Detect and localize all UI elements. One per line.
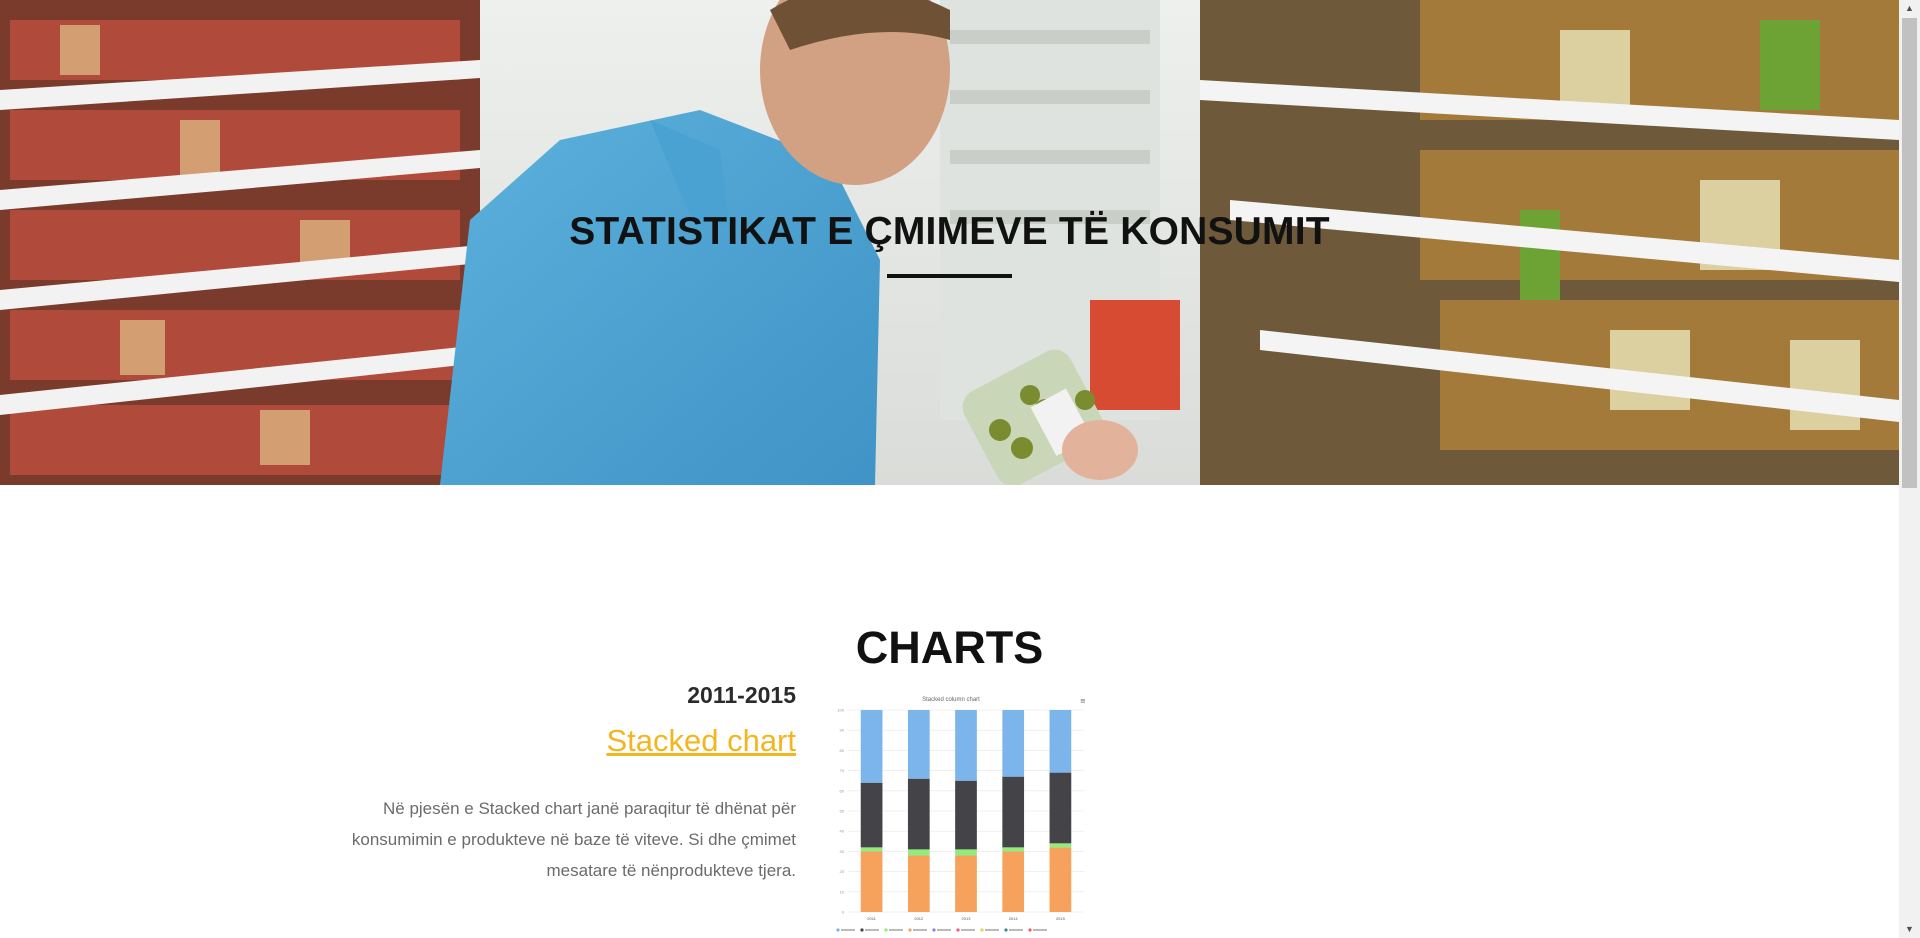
legend-entry-placeholder [913,929,927,931]
scroll-down-arrow-icon[interactable]: ▼ [1905,924,1914,934]
chart-menu-icon: ≡ [1080,697,1086,705]
y-tick-label: 80 [840,748,845,753]
bar-segment-2014-s1 [1002,847,1025,852]
x-tick-label: 2015 [1056,916,1066,921]
hero-title: STATISTIKAT E ÇMIMEVE TË KONSUMIT [569,210,1330,253]
years-label: 2011-2015 [687,682,796,708]
bar-segment-2012-s0 [907,855,930,912]
bar-segment-2012-s2 [907,778,930,850]
y-tick-label: 30 [840,849,845,854]
y-tick-label: 60 [840,788,845,793]
x-tick-label: 2011 [867,916,876,921]
legend-swatch [1004,928,1008,932]
stacked-chart-thumbnail[interactable]: Stacked column chart ≡ 0 10 20 30 40 50 60 70 80 90… [826,690,1092,938]
scroll-up-arrow-icon[interactable]: ▲ [1905,3,1914,13]
bar-segment-2013-s1 [955,849,977,856]
legend-entry-placeholder [889,929,903,931]
bar-segment-2012-s1 [907,849,930,856]
bar-segment-2014-s0 [1002,851,1025,912]
legend-swatch [1028,928,1032,932]
legend-swatch [956,928,960,932]
hero-title-underline [887,274,1012,278]
y-tick-label: 20 [840,869,845,874]
chart-description-text: Në pjesën e Stacked chart janë paraqitur… [351,799,796,880]
legend-entry-placeholder [1009,929,1023,931]
bar-segment-2015-s1 [1049,843,1072,848]
bar-segment-2012-s3 [907,710,930,779]
bar-segment-2014-s3 [1002,710,1025,777]
x-tick-label: 2012 [914,916,924,921]
bar-segment-2011-s1 [860,847,883,852]
chart-description-column: 2011-2015 Stacked chart Në pjesën e Stac… [316,682,796,886]
y-tick-label: 100 [837,708,844,713]
y-tick-label: 50 [840,809,845,814]
bar-segment-2013-s0 [955,855,977,912]
y-tick-label: 10 [840,889,845,894]
y-tick-label: 70 [840,768,845,773]
x-tick-label: 2013 [962,916,972,921]
legend-entry-placeholder [961,929,975,931]
legend-entry-placeholder [985,929,999,931]
bar-segment-2011-s3 [860,710,883,783]
bar-segment-2015-s3 [1049,710,1072,773]
legend-swatch [884,928,888,932]
bar-segment-2013-s2 [955,780,977,850]
vertical-scrollbar[interactable]: ▲ ▼ [1899,0,1920,938]
legend-entry-placeholder [1033,929,1047,931]
y-tick-label: 0 [842,910,845,915]
legend-entry-placeholder [937,929,951,931]
legend-entry-placeholder [841,929,855,931]
y-tick-label: 90 [840,728,845,733]
chart-title: Stacked column chart [922,697,980,703]
legend-swatch [836,928,840,932]
legend-swatch [908,928,912,932]
hero-background-image [0,0,1899,485]
y-tick-label: 40 [840,829,845,834]
legend-swatch [980,928,984,932]
stacked-chart-svg: Stacked column chart ≡ 0 10 20 30 40 50 60 70 80 90… [836,697,1086,932]
bar-segment-2015-s2 [1049,772,1072,844]
stacked-chart-link[interactable]: Stacked chart [606,723,796,758]
bar-segment-2015-s0 [1049,847,1072,912]
legend-swatch [860,928,864,932]
hero-banner: STATISTIKAT E ÇMIMEVE TË KONSUMIT [0,0,1899,485]
legend-swatch [932,928,936,932]
legend-entry-placeholder [865,929,879,931]
charts-heading: CHARTS [855,622,1044,673]
scrollbar-thumb[interactable] [1902,18,1917,488]
bar-segment-2011-s2 [860,782,883,848]
bar-segment-2014-s2 [1002,776,1025,848]
x-tick-label: 2014 [1009,916,1019,921]
bar-segment-2011-s0 [860,851,883,912]
bar-segment-2013-s3 [955,710,977,781]
